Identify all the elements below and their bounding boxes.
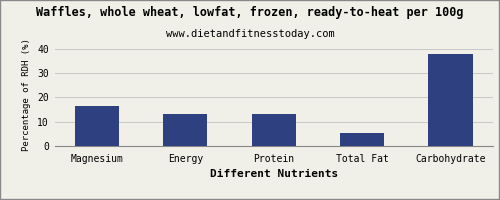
Bar (428, 54, 472, 146)
X-axis label: Different Nutrients: Different Nutrients (210, 169, 338, 179)
Text: www.dietandfitnesstoday.com: www.dietandfitnesstoday.com (166, 29, 334, 39)
Bar (252, 114, 296, 146)
Text: Waffles, whole wheat, lowfat, frozen, ready-to-heat per 100g: Waffles, whole wheat, lowfat, frozen, re… (36, 6, 464, 19)
Bar (75, 106, 119, 146)
Bar (164, 114, 208, 146)
Y-axis label: Percentage of RDH (%): Percentage of RDH (%) (22, 39, 32, 151)
Bar (340, 133, 384, 146)
